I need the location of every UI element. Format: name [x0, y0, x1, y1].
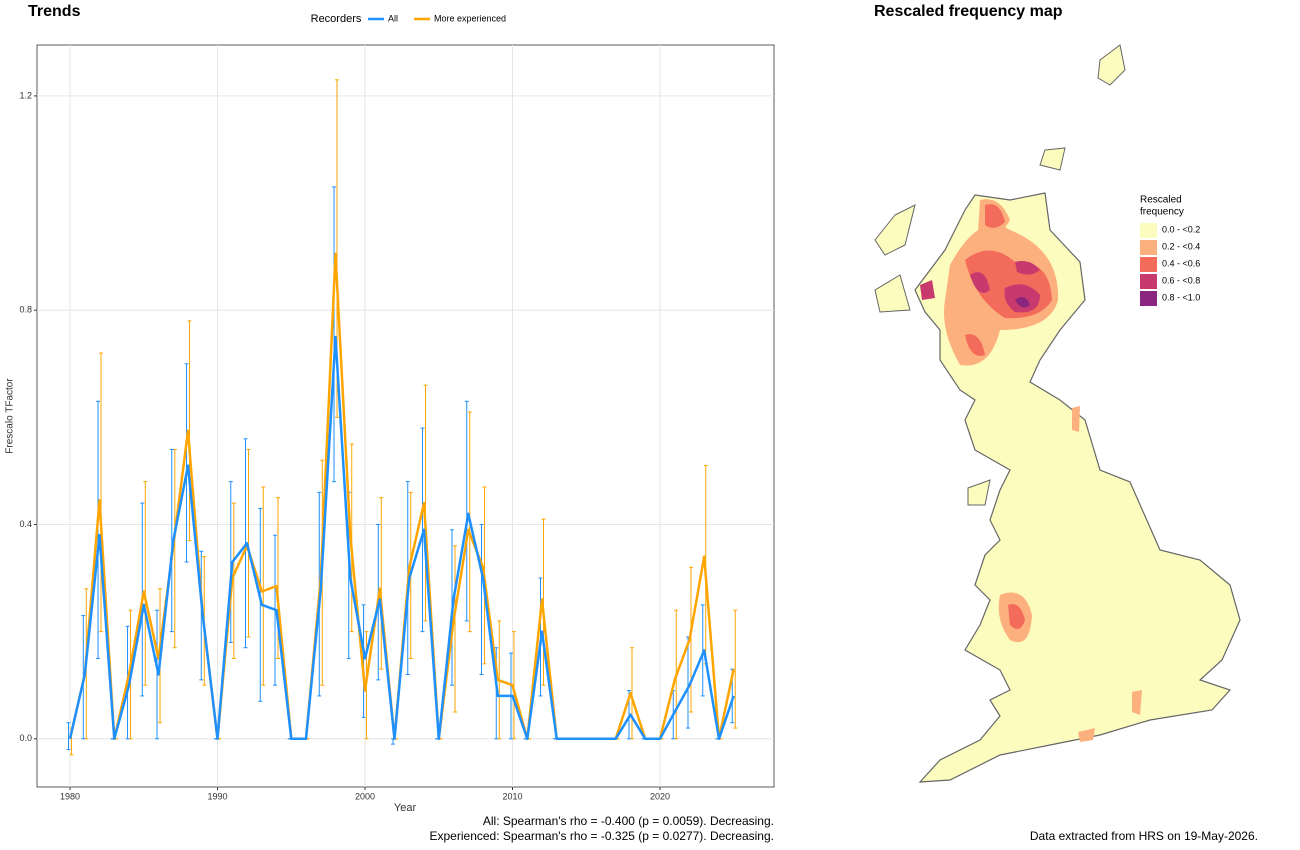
error-bar [379, 497, 384, 670]
x-tick-label: 1980 [60, 791, 80, 801]
error-bar [187, 320, 192, 542]
error-bar [99, 352, 104, 633]
error-bar [423, 384, 428, 622]
series-line [68, 335, 735, 741]
plot: 0.0 0.4 0.8 1.2 1980 1990 2000 2010 2020 [19, 44, 775, 801]
error-bar [231, 502, 236, 659]
error-bar [464, 400, 469, 622]
map-legend-swatch [1140, 291, 1157, 306]
frequency-area [1015, 296, 1030, 308]
chart-title: Trends [28, 3, 81, 20]
error-bar [199, 550, 204, 681]
annotation: All: Spearman's rho = -0.400 (p = 0.0059… [483, 814, 774, 828]
y-tick-label: 0.4 [19, 519, 32, 529]
map-caption: Data extracted from HRS on 19-May-2026. [1030, 829, 1258, 843]
error-bar [246, 448, 251, 638]
plot-panel [36, 44, 775, 788]
legend-label: More experienced [434, 13, 506, 23]
map-legend-swatch [1140, 223, 1157, 238]
map-title: Rescaled frequency map [874, 3, 1063, 20]
error-bar [184, 363, 189, 563]
legend-title: Recorders [311, 13, 362, 25]
map-legend-swatch [1140, 274, 1157, 289]
error-bar [228, 481, 233, 643]
error-bar [66, 722, 71, 750]
x-axis-label: Year [394, 802, 417, 814]
error-bar [420, 427, 425, 633]
error-bar [169, 448, 174, 633]
annotation: Experienced: Spearman's rho = -0.325 (p … [430, 829, 775, 843]
error-bar [453, 545, 458, 713]
x-tick-label: 1990 [208, 791, 228, 801]
error-bar [261, 486, 266, 686]
error-bar [143, 481, 148, 686]
frequency-area [1072, 406, 1142, 742]
y-axis-label: Frescalo TFactor [5, 378, 16, 454]
error-bar [688, 566, 693, 713]
error-bar [361, 604, 366, 718]
map-legend-title: Rescaled [1140, 195, 1182, 206]
map-legend-label: 0.6 - <0.8 [1162, 275, 1200, 285]
y-tick-label: 1.2 [19, 90, 32, 100]
islands [874, 44, 1126, 506]
error-bar [155, 609, 160, 740]
legend-label: All [388, 13, 398, 23]
x-tick-label: 2010 [502, 791, 522, 801]
x-tick-label: 2000 [355, 791, 375, 801]
map-legend-label: 0.4 - <0.6 [1162, 258, 1200, 268]
map-legend-swatch [1140, 240, 1157, 255]
map-legend-swatch [1140, 257, 1157, 272]
map-legend-label: 0.2 - <0.4 [1162, 241, 1200, 251]
error-bar [332, 186, 337, 483]
map-legend-label: 0.0 - <0.2 [1162, 224, 1200, 234]
error-bar [479, 523, 484, 675]
error-bar [700, 604, 705, 697]
frequency-area [920, 261, 1040, 313]
map [874, 44, 1241, 783]
map-legend-title: frequency [1140, 207, 1184, 218]
y-tick-label: 0.0 [19, 733, 32, 743]
map-legend-label: 0.8 - <1.0 [1162, 292, 1200, 302]
error-bar [733, 609, 738, 729]
x-tick-label: 2020 [650, 791, 670, 801]
error-bar [258, 507, 263, 702]
y-tick-label: 0.8 [19, 305, 32, 315]
